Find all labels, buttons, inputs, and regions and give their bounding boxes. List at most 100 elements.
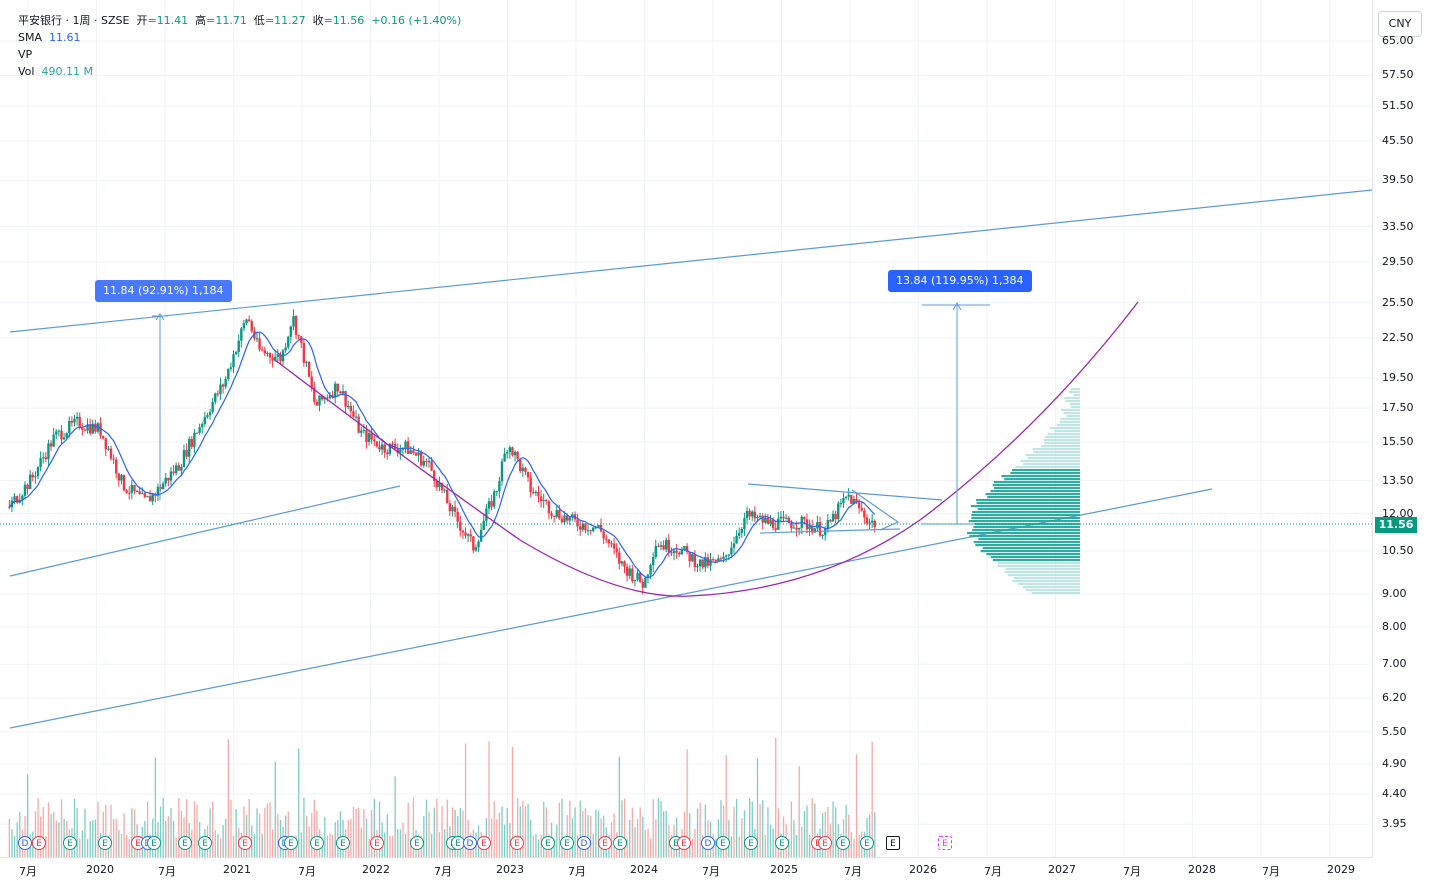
volume-bar [537,839,540,857]
candle-body [120,474,123,481]
candle-body [313,387,316,402]
dividend-icon[interactable]: D [701,836,715,850]
candle-body [782,516,785,519]
candle-body [133,484,136,491]
candle-body [279,354,282,362]
volume-profile-bar [997,565,1080,568]
volume-bar [115,818,117,857]
candle-body [469,534,472,537]
candle-body [49,443,53,447]
volume-bar [647,828,649,857]
candle-body [263,350,266,354]
time-tick: 2022 [362,863,390,876]
indicator-name: SMA [18,31,42,44]
earnings-icon[interactable]: E [598,836,612,850]
earnings-icon[interactable]: E [744,836,758,850]
volume-bar [425,799,428,857]
candle-body [276,354,280,357]
earnings-icon[interactable]: E [477,836,491,850]
candle-body [834,513,837,520]
dividend-icon[interactable]: D [463,836,477,850]
volume-bar [772,828,774,857]
earnings-icon[interactable]: E [336,836,350,850]
mid-trendline [9,485,401,577]
indicator-sma[interactable]: SMA 11.61 [18,29,461,46]
earnings-icon[interactable]: E [836,836,850,850]
volume-bar [334,822,336,857]
earnings-icon[interactable]: E [410,836,424,850]
volume-bar [154,757,157,857]
candle-body [727,554,730,556]
earnings-icon[interactable]: E [560,836,574,850]
candle-body [592,527,595,532]
volume-bar [92,820,94,857]
close-label: 收 [312,14,324,27]
earnings-icon[interactable]: E [716,836,730,850]
volume-bar [120,833,123,857]
measure-label-right[interactable]: 13.84 (119.95%) 1,384 [888,270,1032,292]
candle-body [333,383,337,398]
candle-body [837,503,840,520]
candle-body [247,319,251,322]
candle-body [125,490,128,493]
earnings-icon[interactable]: E [32,836,46,850]
earnings-icon[interactable]: E [178,836,192,850]
candle-body [724,555,728,557]
earnings-icon[interactable]: E [310,836,324,850]
volume-bar [835,807,837,857]
volume-bar [853,838,855,857]
earnings-icon[interactable]: E [147,836,161,850]
earnings-icon[interactable]: E [818,836,832,850]
indicator-vol[interactable]: Vol 490.11 M [18,63,461,80]
indicator-vp[interactable]: VP [18,46,461,63]
measure-label-left[interactable]: 11.84 (92.91%) 1,184 [95,280,232,302]
earnings-icon[interactable]: E [63,836,77,850]
candle-body [331,395,334,398]
volume-bar [209,808,211,857]
currency-button[interactable]: CNY [1378,11,1422,37]
candle-body [419,452,423,466]
volume-bar [13,836,16,857]
volume-profile-bar [985,493,1080,496]
candle-body [357,416,360,433]
earnings-icon[interactable]: E [860,836,874,850]
volume-bar [582,811,584,857]
candle-body [201,423,204,428]
earnings-icon[interactable]: E [886,836,900,850]
earnings-icon[interactable]: E [775,836,789,850]
earnings-icon[interactable]: E [98,836,112,850]
candle-body [631,568,634,582]
earnings-icon[interactable]: E [613,836,627,850]
dividend-icon[interactable]: D [18,836,32,850]
volume-bar [402,822,404,857]
candle-body [487,501,491,509]
volume-bar [86,839,89,857]
candle-body [112,458,115,460]
volume-bar [11,829,13,857]
candle-body [662,545,665,550]
earnings-icon[interactable]: E [198,836,212,850]
volume-bar [767,807,769,857]
earnings-icon[interactable]: E [541,836,555,850]
volume-profile-bar [980,550,1080,553]
earnings-icon[interactable]: E [284,836,298,850]
volume-profile-bar [969,535,1080,538]
candle-body [172,471,175,474]
volume-bar [806,805,808,857]
volume-bar [738,836,740,857]
candle-body [185,450,188,457]
dividend-icon[interactable]: D [577,836,591,850]
low-label: 低 [253,14,265,27]
earnings-icon[interactable]: E [677,836,691,850]
earnings-icon[interactable]: E [370,836,384,850]
earnings-icon[interactable]: E [238,836,252,850]
earnings-icon[interactable]: E [938,836,952,850]
volume-profile-bar [1064,397,1080,400]
candle-body [852,498,856,504]
earnings-icon[interactable]: E [510,836,524,850]
symbol-title[interactable]: 平安银行 · 1周 · SZSE [18,14,130,27]
volume-bar [214,830,216,857]
time-tick: 7月 [568,865,586,878]
price-tick: 4.40 [1382,787,1407,801]
